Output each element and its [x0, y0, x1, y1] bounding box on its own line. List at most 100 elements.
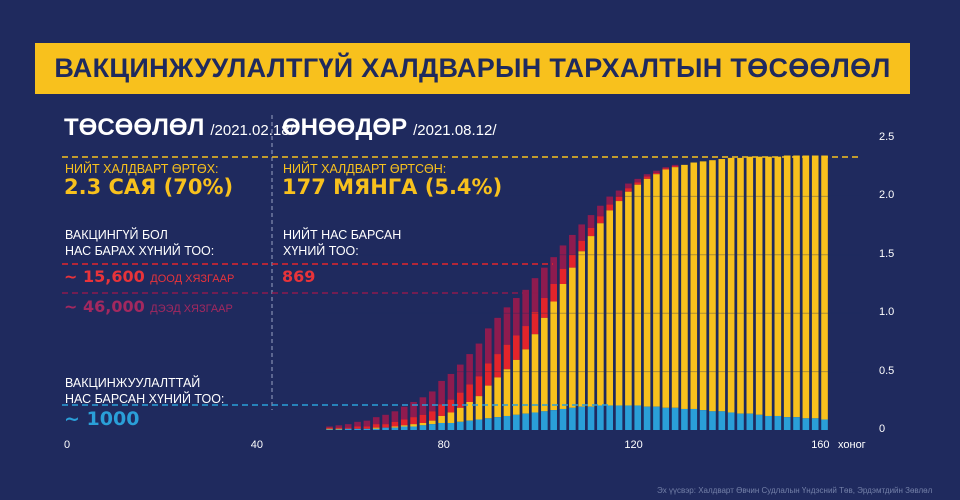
- bar-vaccinated-segment: [811, 418, 819, 430]
- vacc-deaths-value: ~ 1000: [64, 408, 140, 430]
- bar-vaccinated-segment: [755, 414, 763, 430]
- bar-infected-segment: [438, 415, 445, 423]
- bar-infected-segment: [737, 157, 744, 414]
- bar-upper-segment: [382, 414, 389, 425]
- bar-upper-segment: [466, 354, 473, 385]
- bar-vaccinated-segment: [363, 428, 371, 430]
- bar-lower-segment: [587, 227, 595, 237]
- y-tick-label: 1.5: [879, 247, 895, 260]
- bar-vaccinated-segment: [344, 428, 352, 430]
- bar-lower-segment: [400, 419, 408, 426]
- bar-upper-segment: [391, 411, 399, 422]
- bar-infected-segment: [587, 236, 595, 407]
- bar-infected-segment: [578, 251, 585, 407]
- bar-infected-segment: [494, 377, 501, 418]
- bar-lower-segment: [485, 363, 492, 386]
- bar-vaccinated-segment: [550, 410, 557, 430]
- bar-vaccinated-segment: [485, 418, 492, 430]
- bar-infected-segment: [643, 178, 651, 407]
- bar-infected-segment: [475, 396, 483, 420]
- bar-vaccinated-segment: [326, 429, 333, 430]
- bar-upper-segment: [625, 183, 632, 189]
- forecast-heading: ТӨСӨӨЛӨЛ: [64, 114, 205, 141]
- bar-upper-segment: [578, 224, 585, 241]
- bar-lower-segment: [466, 384, 473, 402]
- bar-upper-segment: [344, 424, 352, 428]
- bar-vaccinated-segment: [606, 405, 614, 430]
- bar-infected-segment: [625, 191, 632, 406]
- bar-infected-segment: [400, 425, 408, 427]
- bar-infected-segment: [485, 385, 492, 419]
- bar-lower-segment: [354, 426, 361, 429]
- bar-vaccinated-segment: [783, 417, 791, 430]
- bar-upper-segment: [363, 420, 371, 427]
- bar-vaccinated-segment: [569, 407, 576, 430]
- bar-infected-segment: [597, 223, 604, 406]
- bar-infected-segment: [671, 167, 679, 408]
- x-tick-label: 80: [437, 439, 450, 451]
- bar-vaccinated-segment: [494, 417, 501, 430]
- bar-infected-segment: [755, 156, 763, 415]
- bar-infected-segment: [727, 157, 735, 413]
- bar-vaccinated-segment: [746, 413, 754, 430]
- bar-lower-segment: [513, 335, 520, 360]
- x-tick-label: 0: [64, 439, 71, 451]
- x-axis-label: хоног: [838, 439, 866, 451]
- y-tick-label: 2.5: [879, 131, 895, 143]
- bar-lower-segment: [391, 421, 399, 427]
- bar-upper-segment: [494, 317, 501, 355]
- y-tick-label: 0.5: [879, 364, 895, 377]
- bar-lower-segment: [494, 354, 501, 378]
- bar-vaccinated-segment: [438, 422, 445, 430]
- bar-infected-segment: [326, 428, 333, 430]
- bar-upper-segment: [326, 426, 333, 428]
- bar-infected-segment: [569, 267, 576, 408]
- bar-vaccinated-segment: [559, 408, 567, 430]
- bar-infected-segment: [522, 349, 529, 414]
- bar-vaccinated-segment: [625, 405, 632, 430]
- bar-lower-segment: [363, 426, 371, 429]
- bar-infected-segment: [746, 156, 754, 414]
- today-infected-value: 177 МЯНГА (5.4%): [282, 175, 503, 199]
- bar-infected-segment: [456, 407, 464, 422]
- deaths-upper-bound: ~ 46,000 ДЭЭД ХЯЗГААР: [64, 297, 233, 316]
- bar-infected-segment: [681, 164, 688, 409]
- y-tick-label: 1.0: [879, 306, 895, 319]
- x-tick-label: 40: [250, 439, 264, 451]
- bar-infected-segment: [718, 159, 726, 412]
- bar-upper-segment: [615, 190, 623, 197]
- bar-vaccinated-segment: [699, 410, 707, 430]
- bar-upper-segment: [550, 257, 557, 284]
- today-deaths-label-2: ХҮНИЙ ТОО:: [283, 244, 359, 258]
- bar-lower-segment: [475, 376, 483, 397]
- bar-lower-segment: [447, 399, 455, 413]
- title-bar: ВАКЦИНЖУУЛАЛТГҮЙ ХАЛДВАРЫН ТАРХАЛТЫН ТӨС…: [35, 43, 910, 94]
- bar-infected-segment: [391, 426, 399, 428]
- bar-lower-segment: [541, 298, 548, 318]
- forecast-deaths-label-2: НАС БАРАХ ХҮНИЙ ТОО:: [65, 244, 215, 258]
- source-note: Эх үүсвэр: Халдварт Өвчин Судлалын Үндэс…: [657, 486, 933, 495]
- bar-vaccinated-segment: [774, 415, 782, 430]
- today-date: /2021.08.12/: [413, 122, 497, 139]
- x-tick-label: 120: [624, 439, 643, 451]
- bar-upper-segment: [522, 289, 529, 327]
- bar-lower-segment: [456, 392, 464, 408]
- bar-upper-segment: [456, 364, 464, 393]
- bar-vaccinated-segment: [793, 417, 800, 430]
- bar-infected-segment: [410, 424, 417, 427]
- bar-vaccinated-segment: [391, 427, 399, 430]
- bar-infected-segment: [765, 156, 772, 416]
- bar-vaccinated-segment: [447, 422, 455, 430]
- bar-vaccinated-segment: [821, 419, 828, 430]
- bar-upper-segment: [643, 174, 651, 177]
- bar-infected-segment: [335, 428, 343, 430]
- bar-vaccinated-segment: [690, 408, 698, 430]
- bar-lower-segment: [615, 196, 623, 202]
- today-infected-label: НИЙТ ХАЛДВАРТ ӨРТСӨН:: [283, 162, 447, 176]
- vacc-deaths-label-2: НАС БАРСАН ХҮНИЙ ТОО:: [65, 392, 225, 406]
- bar-lower-segment: [419, 414, 427, 423]
- bar-upper-segment: [662, 167, 670, 169]
- bar-infected-segment: [559, 284, 567, 409]
- deaths-lower-label: ДООД ХЯЗГААР: [150, 273, 235, 285]
